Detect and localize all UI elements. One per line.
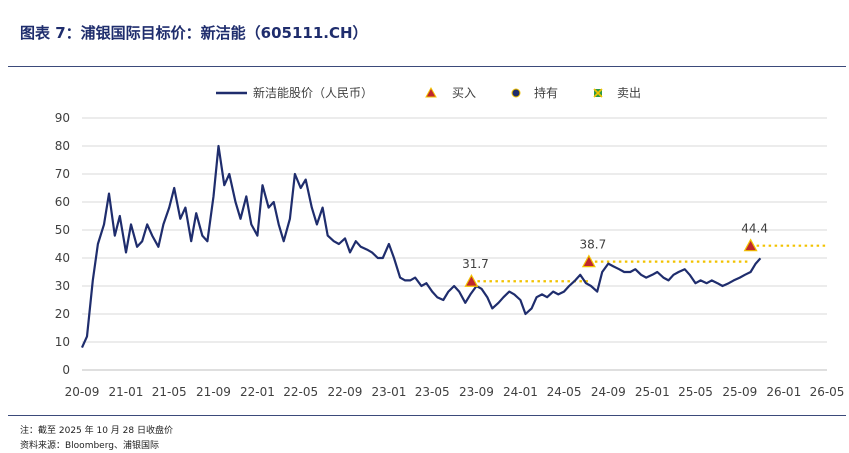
legend-buy-label: 买入 xyxy=(452,86,476,100)
legend-hold-label: 持有 xyxy=(534,85,558,100)
rating-markers: 31.7 38.7 44.4 xyxy=(462,222,768,287)
legend-sell-cross xyxy=(593,88,603,98)
y-tick-label: 80 xyxy=(55,139,70,153)
legend: 新洁能股价（人民币） 买入 持有 卖出 xyxy=(216,85,641,100)
legend-buy-swatch xyxy=(425,86,437,98)
axes: 0 10 20 30 40 50 60 70 80 90 20-09 21-01 21-05 21-09 2… xyxy=(55,111,845,399)
y-tick-label: 0 xyxy=(62,363,70,377)
buy-marker xyxy=(581,254,596,268)
price-chart: 0 10 20 30 40 50 60 70 80 90 20-09 21-01 21-05 21-09 2… xyxy=(55,85,845,399)
x-tick-label: 22-01 xyxy=(240,385,275,399)
source-note: 资料来源：Bloomberg、浦银国际 xyxy=(20,441,159,451)
target-price-lines xyxy=(471,244,827,283)
target-price-label: 44.4 xyxy=(741,222,768,236)
x-tick-label: 21-01 xyxy=(109,385,144,399)
x-tick-label: 26-01 xyxy=(766,385,801,399)
y-tick-label: 50 xyxy=(55,223,70,237)
legend-hold-swatch xyxy=(511,88,521,98)
price-line xyxy=(80,144,762,349)
x-tick-label: 25-05 xyxy=(678,385,713,399)
legend-price-label: 新洁能股价（人民币） xyxy=(253,85,373,100)
buy-marker xyxy=(743,238,758,252)
x-tick-label: 25-09 xyxy=(722,385,757,399)
price-line-group xyxy=(80,144,762,349)
y-tick-label: 90 xyxy=(55,111,70,125)
bottom-divider xyxy=(8,415,846,416)
x-tick-label: 23-05 xyxy=(415,385,450,399)
chart-title: 图表 7：浦银国际目标价：新洁能（605111.CH） xyxy=(20,24,368,42)
y-tick-label: 60 xyxy=(55,195,70,209)
x-tick-label: 20-09 xyxy=(65,385,100,399)
y-tick-label: 30 xyxy=(55,279,70,293)
x-tick-label: 26-05 xyxy=(810,385,845,399)
legend-sell-label: 卖出 xyxy=(617,86,641,100)
x-tick-label: 23-09 xyxy=(459,385,494,399)
x-tick-label: 24-05 xyxy=(547,385,582,399)
x-tick-label: 22-05 xyxy=(283,385,318,399)
y-tick-label: 40 xyxy=(55,251,70,265)
x-tick-label: 22-09 xyxy=(328,385,363,399)
y-tick-label: 20 xyxy=(55,307,70,321)
y-tick-label: 10 xyxy=(55,335,70,349)
grid-lines xyxy=(82,117,827,371)
x-tick-label: 24-01 xyxy=(503,385,538,399)
top-divider xyxy=(8,66,846,67)
footnote: 注：截至 2025 年 10 月 28 日收盘价 xyxy=(20,426,173,436)
x-tick-label: 23-01 xyxy=(371,385,406,399)
x-tick-label: 24-09 xyxy=(591,385,626,399)
target-price-label: 38.7 xyxy=(580,238,607,252)
buy-marker xyxy=(464,273,479,287)
x-tick-label: 21-09 xyxy=(196,385,231,399)
x-tick-label: 21-05 xyxy=(152,385,187,399)
y-tick-label: 70 xyxy=(55,167,70,181)
x-tick-label: 25-01 xyxy=(635,385,670,399)
target-price-label: 31.7 xyxy=(462,257,489,271)
